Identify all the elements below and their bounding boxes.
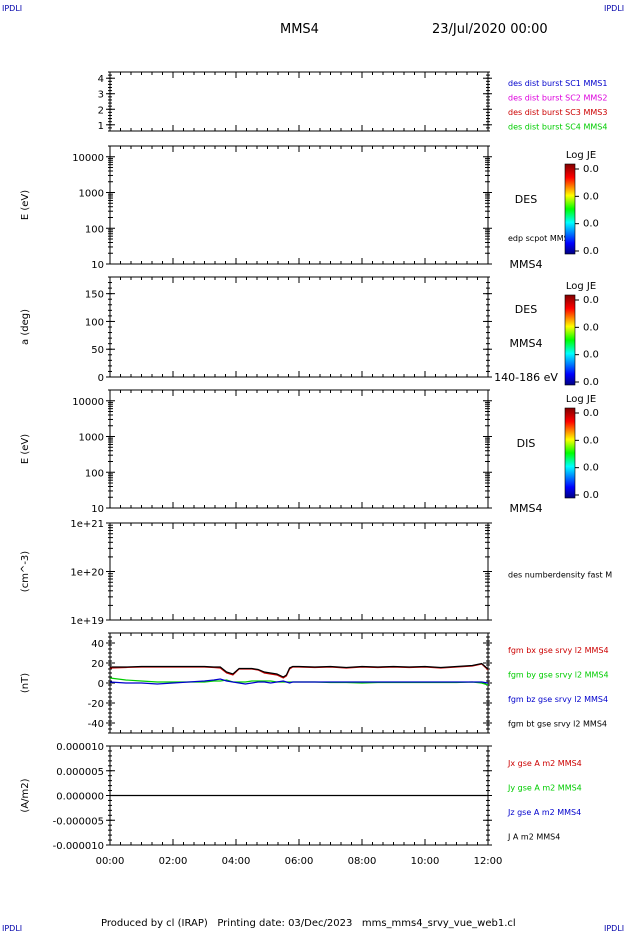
colorbar-dis_energy <box>564 407 576 499</box>
legend-fgm-3: fgm bt gse srvy l2 MMS4 <box>508 720 607 729</box>
colorbar-title-des_pitch: Log JE <box>566 281 596 292</box>
datetime-title: 23/Jul/2020 00:00 <box>432 22 548 37</box>
y-tick-label: 1000 <box>79 433 104 444</box>
bottom-label-dis_energy: MMS4 <box>510 502 543 515</box>
y-axis-label-current: (A/m2) <box>20 778 31 812</box>
y-tick-label: 10 <box>91 504 104 515</box>
y-tick-label: 10 <box>91 260 104 271</box>
corner-tag-top-left: IPDLI <box>2 4 23 13</box>
y-tick-label: 0.000005 <box>56 767 104 778</box>
y-axis-label-des_pitch: a (deg) <box>20 309 31 345</box>
y-tick-label: 2 <box>98 105 104 116</box>
corner-tag-bottom-right: IPDLI <box>604 924 625 933</box>
y-tick-label: 1 <box>98 121 104 132</box>
panel-frame-des_energy <box>109 145 489 265</box>
y-tick-label: 150 <box>85 290 104 301</box>
y-tick-label: 0 <box>98 373 104 384</box>
extra-label-des_energy: edp scpot MMS4 <box>508 234 574 243</box>
series-line-fgm-3 <box>110 662 489 678</box>
series-line-fgm-2 <box>109 678 489 685</box>
y-tick-label: 10000 <box>72 153 104 164</box>
footer-text: Produced by cl (IRAP) Printing date: 03/… <box>101 918 516 929</box>
legend-current-3: J A m2 MMS4 <box>507 833 560 842</box>
time-tick-label: 10:00 <box>411 856 440 867</box>
colorbar-tick-label: 0.0 <box>583 377 599 388</box>
y-tick-label: 40 <box>91 639 104 650</box>
colorbar-tick-label: 0.0 <box>583 490 599 501</box>
y-tick-label: -0.000005 <box>53 816 104 827</box>
y-tick-label: -40 <box>88 719 104 730</box>
sc-label-des_pitch: MMS4 <box>510 337 543 350</box>
time-tick-label: 06:00 <box>285 856 314 867</box>
y-tick-label: 0.000010 <box>56 742 104 753</box>
colorbar-tick-label: 0.0 <box>583 463 599 474</box>
y-tick-label: 0 <box>98 679 104 690</box>
colorbar-tick-label: 0.0 <box>583 246 599 257</box>
bottom-label-des_pitch: 140-186 eV <box>494 371 558 384</box>
legend-current-1: Jy gse A m2 MMS4 <box>507 784 582 793</box>
colorbar-tick-label: 0.0 <box>583 350 599 361</box>
colorbar-des_pitch <box>564 294 576 386</box>
time-tick-label: 08:00 <box>348 856 377 867</box>
legend-fgm-0: fgm bx gse srvy l2 MMS4 <box>508 646 609 655</box>
legend-burst-1: des dist burst SC2 MMS2 <box>508 94 607 103</box>
y-tick-label: 0.000000 <box>56 792 104 803</box>
colorbar-tick-label: 0.0 <box>583 435 599 446</box>
y-tick-label: 20 <box>91 659 104 670</box>
colorbar-tick-label: 0.0 <box>583 322 599 333</box>
y-tick-label: 1000 <box>79 189 104 200</box>
legend-burst-2: des dist burst SC3 MMS3 <box>508 108 607 117</box>
panel-frame-dis_energy <box>109 389 489 509</box>
spacecraft-title: MMS4 <box>280 22 319 37</box>
time-tick-label: 02:00 <box>159 856 188 867</box>
corner-tag-bottom-left: IPDLI <box>2 924 23 933</box>
colorbar-des_energy <box>564 163 576 255</box>
colorbar-tick-label: 0.0 <box>583 219 599 230</box>
colorbar-tick-label: 0.0 <box>583 295 599 306</box>
y-tick-label: 100 <box>85 317 104 328</box>
legend-density-0: des numberdensity fast M <box>508 571 612 580</box>
panel-frame-des_pitch <box>109 276 489 378</box>
y-tick-label: 4 <box>98 74 104 85</box>
legend-fgm-1: fgm by gse srvy l2 MMS4 <box>508 671 609 680</box>
panel-frame-burst <box>109 71 489 132</box>
legend-current-2: Jz gse A m2 MMS4 <box>507 808 581 817</box>
time-tick-label: 00:00 <box>96 856 125 867</box>
y-tick-label: 10000 <box>72 397 104 408</box>
y-tick-label: 1e+21 <box>70 519 104 530</box>
y-tick-label: 1e+19 <box>70 616 104 627</box>
colorbar-tick-label: 0.0 <box>583 191 599 202</box>
y-axis-label-fgm: (nT) <box>20 673 31 693</box>
y-tick-label: 100 <box>85 224 104 235</box>
y-tick-label: 50 <box>91 345 104 356</box>
colorbar-title-dis_energy: Log JE <box>566 394 596 405</box>
y-tick-label: 100 <box>85 468 104 479</box>
bottom-label-des_energy: MMS4 <box>510 258 543 271</box>
colorbar-tick-label: 0.0 <box>583 164 599 175</box>
y-tick-label: 1e+20 <box>70 568 104 579</box>
legend-burst-0: des dist burst SC1 MMS1 <box>508 79 607 88</box>
y-axis-label-dis_energy: E (eV) <box>20 434 31 464</box>
time-tick-label: 04:00 <box>222 856 251 867</box>
panel-frame-density <box>109 522 489 621</box>
colorbar-title-des_energy: Log JE <box>566 150 596 161</box>
legend-current-0: Jx gse A m2 MMS4 <box>507 759 582 768</box>
y-axis-label-des_energy: E (eV) <box>20 190 31 220</box>
legend-burst-3: des dist burst SC4 MMS4 <box>508 123 607 132</box>
instrument-label-dis_energy: DIS <box>517 437 536 450</box>
y-axis-label-density: (cm^-3) <box>20 551 31 592</box>
time-tick-label: 12:00 <box>474 856 503 867</box>
legend-fgm-2: fgm bz gse srvy l2 MMS4 <box>508 695 608 704</box>
colorbar-tick-label: 0.0 <box>583 408 599 419</box>
y-tick-label: 3 <box>98 90 104 101</box>
corner-tag-top-right: IPDLI <box>604 4 625 13</box>
instrument-label-des_pitch: DES <box>515 303 537 316</box>
y-tick-label: -0.000010 <box>53 841 104 852</box>
y-tick-label: -20 <box>88 699 104 710</box>
instrument-label-des_energy: DES <box>515 193 537 206</box>
